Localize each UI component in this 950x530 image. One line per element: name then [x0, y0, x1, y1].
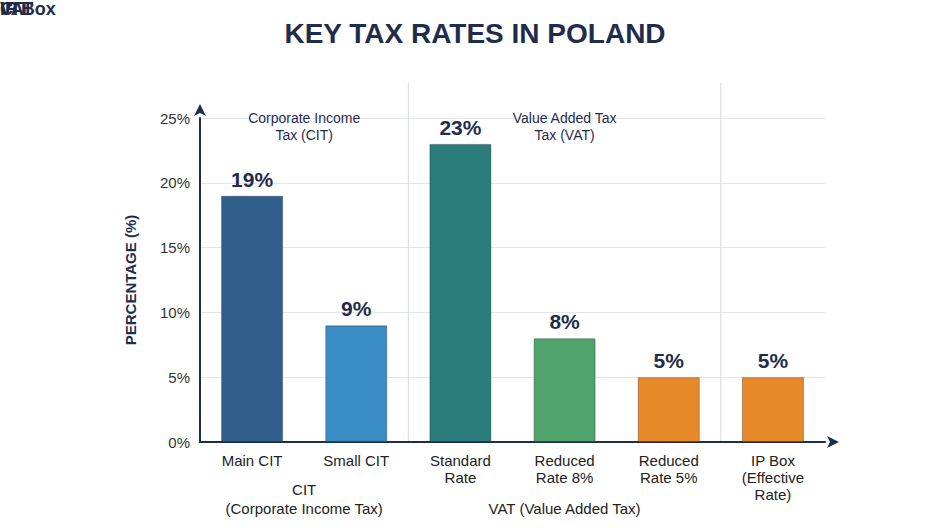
svg-text:PERCENTAGE (%): PERCENTAGE (%): [122, 215, 139, 346]
svg-text:8%: 8%: [549, 310, 580, 333]
svg-text:23%: 23%: [439, 116, 481, 139]
svg-text:Tax (CIT): Tax (CIT): [275, 127, 333, 143]
svg-text:(Corporate Income Tax): (Corporate Income Tax): [226, 500, 383, 517]
svg-text:Main CIT: Main CIT: [222, 452, 283, 469]
svg-text:10%: 10%: [160, 304, 190, 321]
svg-text:Rate): Rate): [755, 486, 792, 503]
svg-text:25%: 25%: [160, 110, 190, 127]
svg-text:9%: 9%: [341, 297, 372, 320]
svg-text:IP Box: IP Box: [751, 452, 795, 469]
svg-text:Tax (VAT): Tax (VAT): [535, 127, 595, 143]
svg-text:IP Box: IP Box: [0, 0, 56, 19]
svg-text:15%: 15%: [160, 239, 190, 256]
svg-text:Small CIT: Small CIT: [323, 452, 389, 469]
svg-text:5%: 5%: [654, 349, 685, 372]
svg-text:(Effective: (Effective: [742, 469, 804, 486]
svg-text:0%: 0%: [168, 434, 190, 451]
svg-text:Rate: Rate: [445, 469, 477, 486]
svg-text:5%: 5%: [168, 369, 190, 386]
svg-text:20%: 20%: [160, 174, 190, 191]
svg-text:CIT: CIT: [292, 481, 316, 498]
svg-text:Rate 8%: Rate 8%: [536, 469, 594, 486]
svg-text:VAT (Value Added Tax): VAT (Value Added Tax): [489, 500, 641, 517]
svg-text:Rate 5%: Rate 5%: [640, 469, 698, 486]
svg-text:19%: 19%: [231, 168, 273, 191]
svg-text:Value Added Tax: Value Added Tax: [513, 110, 617, 126]
svg-text:Reduced: Reduced: [639, 452, 699, 469]
svg-text:Standard: Standard: [430, 452, 491, 469]
svg-text:Reduced: Reduced: [535, 452, 595, 469]
svg-text:Corporate Income: Corporate Income: [248, 110, 360, 126]
svg-text:KEY TAX RATES IN POLAND: KEY TAX RATES IN POLAND: [284, 18, 665, 49]
svg-text:5%: 5%: [758, 349, 789, 372]
